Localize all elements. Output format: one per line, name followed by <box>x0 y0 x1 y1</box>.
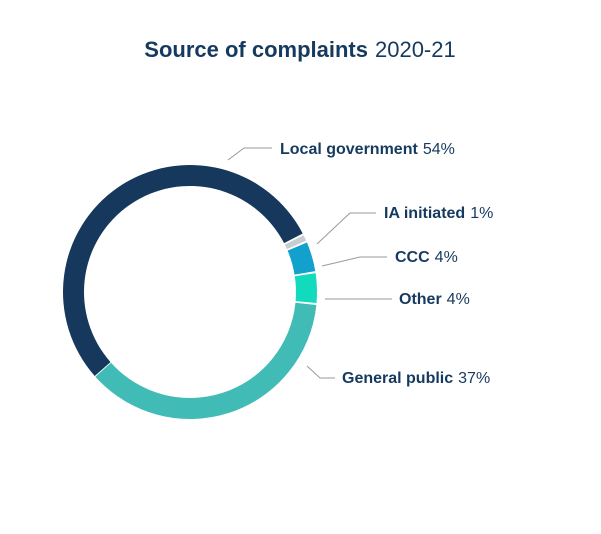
label-name-local-government: Local government <box>280 141 418 158</box>
label-other: Other 4% <box>399 291 470 308</box>
leader-lines <box>227 147 392 379</box>
label-ccc: CCC 4% <box>395 249 458 266</box>
leader-line-general-public <box>306 365 335 379</box>
slice-ia-initiated <box>284 235 307 250</box>
label-ia-initiated: IA initiated 1% <box>384 205 493 222</box>
label-name-general-public: General public <box>342 370 453 387</box>
leader-line-ccc <box>321 256 387 267</box>
leader-line-local-government <box>227 147 272 161</box>
chart-title: Source of complaints 2020-21 <box>144 37 455 62</box>
label-value-ccc: 4% <box>435 249 458 266</box>
leader-line-ia-initiated <box>316 212 376 245</box>
slice-local-government <box>62 164 303 376</box>
chart-title-main: Source of complaints <box>144 37 368 62</box>
slice-labels: Local government 54%IA initiated 1%CCC 4%Ot… <box>280 141 493 387</box>
label-local-government: Local government 54% <box>280 141 455 158</box>
label-general-public: General public 37% <box>342 370 490 387</box>
label-value-local-government: 54% <box>423 141 455 158</box>
donut-slices <box>62 164 317 419</box>
chart-title-year: 2020-21 <box>375 37 456 62</box>
label-value-general-public: 37% <box>458 370 490 387</box>
slice-other <box>294 273 317 303</box>
slice-ccc <box>287 242 316 275</box>
label-name-other: Other <box>399 291 442 308</box>
slice-general-public <box>95 302 317 419</box>
label-value-other: 4% <box>447 291 470 308</box>
label-value-ia-initiated: 1% <box>470 205 493 222</box>
label-name-ia-initiated: IA initiated <box>384 205 465 222</box>
label-name-ccc: CCC <box>395 249 430 266</box>
